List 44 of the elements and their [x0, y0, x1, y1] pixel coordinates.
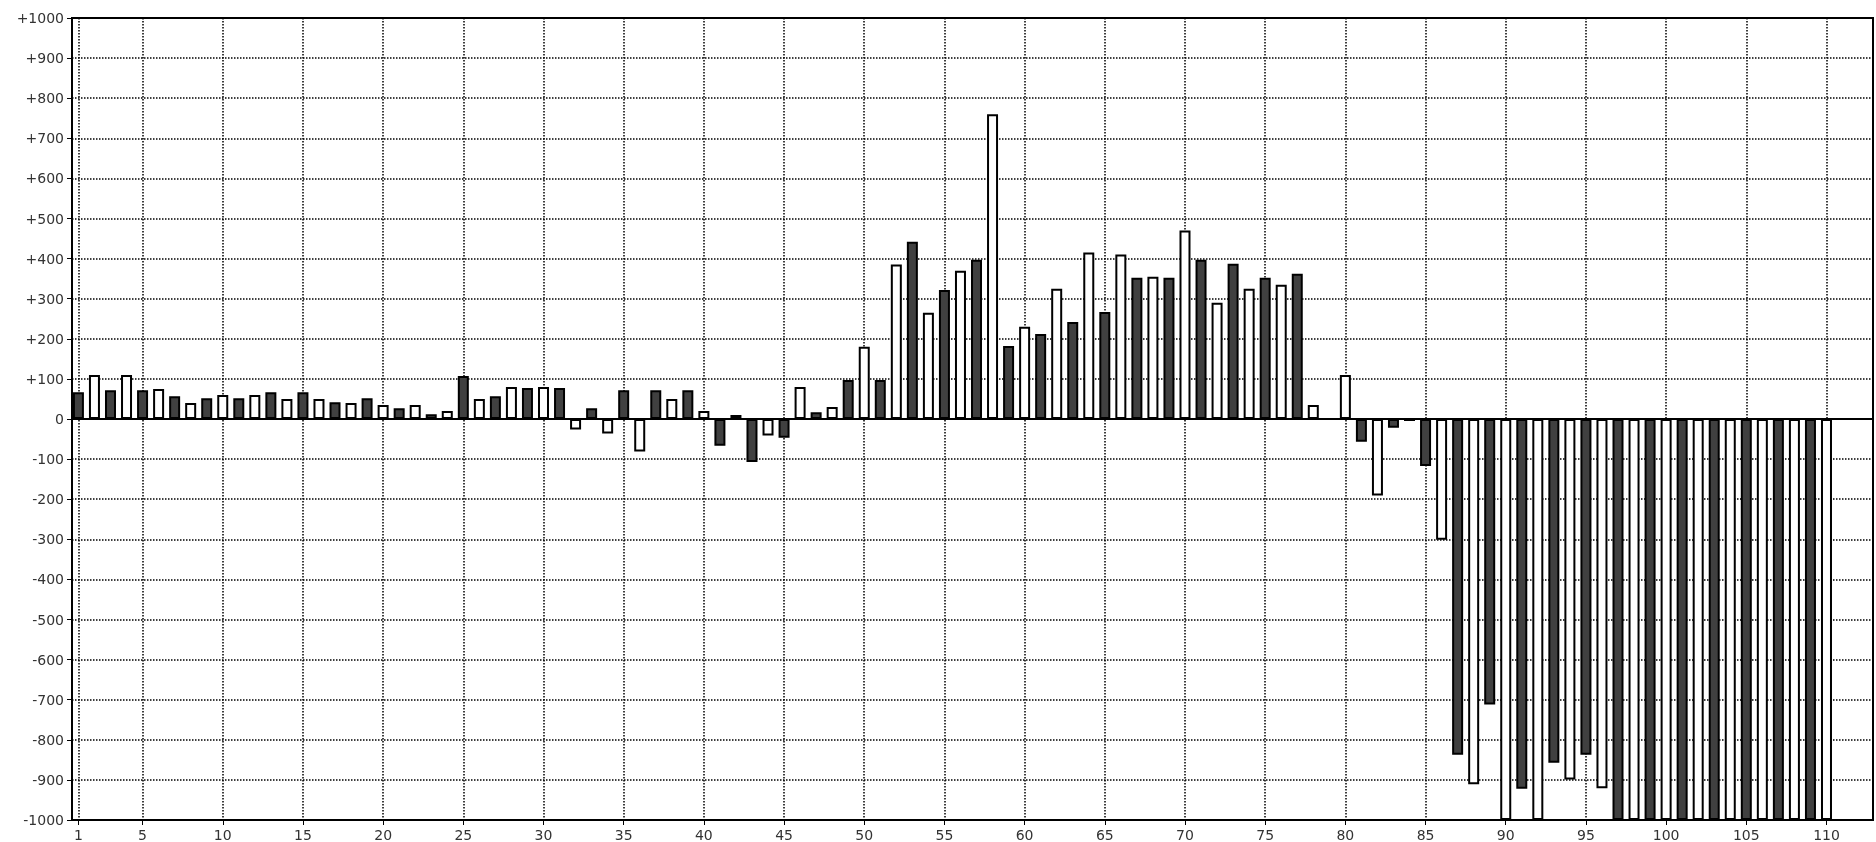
y-tick-label: +800: [25, 90, 64, 107]
y-tick-label: -900: [32, 771, 64, 788]
x-tick-label: 95: [1577, 827, 1595, 842]
x-tick-label: 105: [1732, 827, 1760, 842]
y-tick-label: -600: [32, 651, 64, 668]
x-tick-label: 50: [855, 827, 874, 842]
y-tick-label: +900: [25, 50, 64, 67]
x-tick-label: 15: [294, 827, 312, 842]
y-tick-label: 0: [55, 411, 64, 427]
y-tick-label: -200: [32, 491, 64, 508]
x-tick-label: 1: [73, 827, 83, 842]
y-tick-label: -300: [32, 531, 64, 548]
y-tick-label: +600: [25, 170, 64, 187]
y-tick-label: +700: [25, 130, 64, 147]
x-tick-label: 65: [1095, 827, 1114, 842]
x-tick-label: 85: [1416, 827, 1435, 842]
x-tick-label: 110: [1813, 827, 1840, 842]
x-tick-label: 55: [935, 827, 954, 842]
y-tick-label: +500: [25, 210, 64, 227]
x-tick-label: 100: [1652, 827, 1680, 842]
x-tick-label: 60: [1015, 827, 1034, 842]
y-tick-label: +100: [25, 370, 64, 387]
y-tick-label: +300: [25, 290, 64, 307]
x-tick-label: 5: [138, 827, 148, 842]
x-tick-label: 70: [1176, 827, 1194, 842]
y-tick-label: -100: [32, 451, 64, 468]
y-tick-label: -700: [32, 691, 64, 708]
x-tick-label: 30: [534, 827, 553, 842]
y-tick-label: -500: [32, 611, 64, 628]
x-tick-label: 10: [213, 827, 232, 842]
x-tick-label: 25: [454, 827, 473, 842]
y-tick-label: +1000: [16, 10, 64, 26]
x-tick-label: 20: [374, 827, 393, 842]
y-tick-label: -400: [32, 571, 64, 588]
y-tick-label: +200: [25, 330, 64, 347]
x-tick-label: 45: [775, 827, 793, 842]
x-tick-label: 35: [614, 827, 633, 842]
x-tick-label: 40: [694, 827, 713, 842]
y-tick-label: -800: [32, 731, 64, 748]
y-tick-label: +400: [25, 250, 64, 267]
x-tick-label: 80: [1336, 827, 1355, 842]
y-tick-label: -1000: [23, 812, 64, 828]
x-tick-label: 90: [1496, 827, 1515, 842]
x-tick-label: 75: [1256, 827, 1275, 842]
